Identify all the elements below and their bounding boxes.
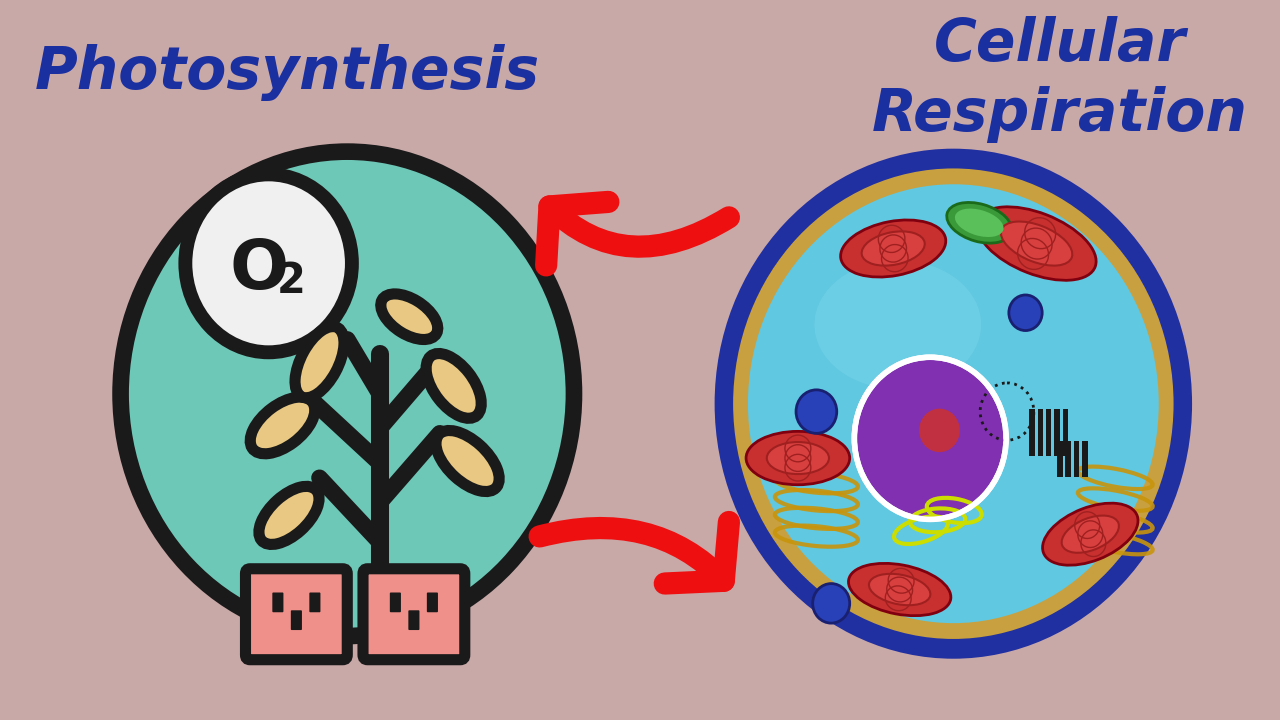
Circle shape: [813, 584, 850, 623]
Ellipse shape: [1061, 516, 1119, 553]
Circle shape: [796, 390, 837, 433]
FancyBboxPatch shape: [408, 611, 420, 630]
Ellipse shape: [380, 294, 438, 340]
Circle shape: [919, 409, 960, 452]
Ellipse shape: [436, 431, 499, 492]
Circle shape: [748, 184, 1158, 623]
Bar: [1057, 441, 1062, 477]
Bar: [1082, 441, 1088, 477]
Text: Photosynthesis: Photosynthesis: [35, 44, 540, 101]
Ellipse shape: [426, 354, 481, 418]
Bar: [1038, 409, 1043, 456]
Ellipse shape: [1001, 222, 1073, 266]
Bar: [1055, 409, 1060, 456]
Ellipse shape: [250, 397, 315, 454]
FancyArrowPatch shape: [540, 522, 728, 583]
FancyBboxPatch shape: [291, 611, 302, 630]
FancyBboxPatch shape: [310, 593, 320, 612]
Ellipse shape: [294, 327, 344, 398]
Circle shape: [120, 152, 573, 636]
Bar: [1029, 409, 1034, 456]
Bar: [1062, 409, 1068, 456]
Ellipse shape: [259, 486, 319, 544]
FancyArrowPatch shape: [547, 202, 728, 266]
Ellipse shape: [841, 220, 946, 277]
Ellipse shape: [869, 574, 931, 606]
Ellipse shape: [767, 442, 829, 474]
Bar: [1065, 441, 1071, 477]
Ellipse shape: [814, 261, 980, 389]
Circle shape: [733, 168, 1174, 639]
Ellipse shape: [746, 431, 850, 485]
Circle shape: [1009, 295, 1042, 330]
Ellipse shape: [947, 202, 1011, 243]
Bar: [1046, 409, 1051, 456]
Circle shape: [854, 357, 1006, 519]
Bar: [1074, 441, 1079, 477]
Ellipse shape: [1043, 503, 1138, 565]
Circle shape: [186, 174, 352, 352]
Ellipse shape: [955, 209, 1004, 237]
Ellipse shape: [977, 207, 1096, 280]
FancyBboxPatch shape: [364, 569, 465, 660]
Ellipse shape: [849, 563, 951, 616]
Text: O: O: [230, 235, 289, 303]
Ellipse shape: [861, 231, 924, 266]
FancyBboxPatch shape: [426, 593, 438, 612]
Text: Cellular
Respiration: Cellular Respiration: [872, 16, 1248, 143]
FancyBboxPatch shape: [390, 593, 401, 612]
FancyBboxPatch shape: [246, 569, 347, 660]
Text: 2: 2: [276, 260, 305, 302]
Circle shape: [714, 148, 1192, 659]
FancyBboxPatch shape: [273, 593, 283, 612]
